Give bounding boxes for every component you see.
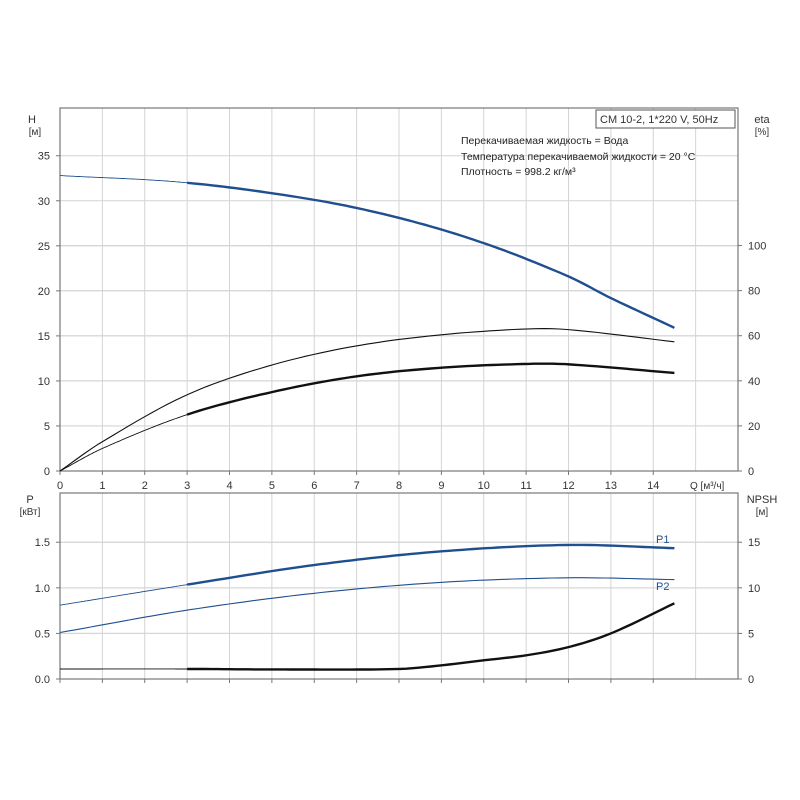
x-tick-label: 8 [396,480,402,492]
curve-h [186,181,675,329]
curve-npsh [187,602,675,671]
y-tick-label: 1.5 [35,537,50,549]
h-axis-unit: [м] [29,127,42,138]
y2-tick-label: 0 [748,466,754,478]
p-axis-unit: [кВт] [20,507,41,518]
x-tick-label: 2 [142,480,148,492]
curve-eta [186,362,675,416]
y2-tick-label: 5 [748,628,754,640]
y-tick-label: 10 [38,376,50,388]
info-liquid: Перекачиваемая жидкость = Вода [461,135,628,147]
x-tick-label: 9 [438,480,444,492]
top-plot-grid [56,107,742,475]
y-tick-label: 35 [38,151,50,163]
y2-tick-label: 60 [748,331,760,343]
x-tick-label: 14 [647,480,659,492]
y-tick-label: 20 [38,286,50,298]
x-tick-label: 5 [269,480,275,492]
x-tick-label: 6 [311,480,317,492]
y2-tick-label: 80 [748,286,760,298]
info-temperature: Температура перекачиваемой жидкости = 20… [461,151,696,163]
npsh-axis-unit: [м] [756,507,769,518]
pump-model-title: CM 10-2, 1*220 V, 50Hz [600,114,718,126]
x-tick-label: 0 [57,480,63,492]
eta-axis-unit: [%] [755,127,770,138]
curve-p1 [186,543,675,586]
x-tick-label: 13 [605,480,617,492]
x-tick-label: 3 [184,480,190,492]
y2-tick-label: 100 [748,241,766,253]
h-axis-label: H [28,114,36,126]
q-axis-label: Q [м³/ч] [690,481,725,492]
y2-tick-label: 20 [748,421,760,433]
y-tick-label: 0.5 [35,628,50,640]
curve-eta-upper [59,328,675,472]
p1-label: P1 [656,534,669,546]
info-density: Плотность = 998.2 кг/м³ [461,166,576,178]
x-tick-label: 11 [520,480,531,492]
p2-label: P2 [656,581,669,593]
y-tick-label: 30 [38,196,50,208]
x-tick-label: 10 [478,480,490,492]
curve-h-extrapolated [60,175,188,184]
x-tick-label: 1 [99,480,105,492]
y-tick-label: 15 [38,331,50,343]
info-box: CM 10-2, 1*220 V, 50Hz Перекачиваемая жи… [461,109,736,178]
eta-axis-label: eta [754,114,770,126]
y-tick-label: 1.0 [35,583,50,595]
curve-p1-extrapolated [59,584,188,606]
y2-tick-label: 15 [748,537,760,549]
x-tick-label: 4 [226,480,232,492]
npsh-axis-label: NPSH [747,494,778,506]
y2-tick-label: 10 [748,583,760,595]
x-tick-label: 12 [562,480,574,492]
y-tick-label: 0 [44,466,50,478]
curve-p2 [59,577,675,634]
bottom-plot-grid [56,492,742,683]
y2-tick-label: 0 [748,674,754,686]
y-tick-label: 5 [44,421,50,433]
curve-eta-extrapolated [59,414,188,472]
y-tick-label: 25 [38,241,50,253]
curves [59,175,675,671]
x-tick-label: 7 [354,480,360,492]
p-axis-label: P [26,494,33,506]
plot-frame [59,107,739,472]
y2-tick-label: 40 [748,376,760,388]
y-tick-label: 0.0 [35,674,50,686]
plot-frame [59,492,739,680]
